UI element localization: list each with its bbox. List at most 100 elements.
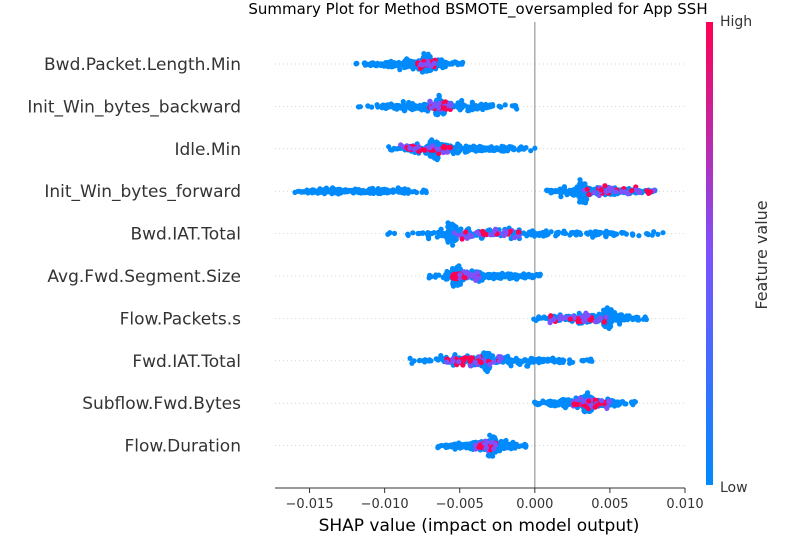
- shap-point: [636, 233, 642, 239]
- shap-point: [548, 313, 554, 319]
- shap-point: [355, 104, 362, 110]
- shap-point: [397, 67, 403, 73]
- shap-point: [404, 56, 410, 62]
- feature-label: Init_Win_bytes_backward: [27, 97, 241, 117]
- shap-point: [513, 357, 520, 363]
- shap-point: [543, 228, 549, 234]
- shap-point: [467, 232, 473, 238]
- shap-point: [583, 310, 589, 316]
- shap-point: [458, 226, 464, 232]
- shap-point: [455, 232, 462, 238]
- shap-point: [565, 399, 572, 406]
- feature-label: Idle.Min: [174, 140, 241, 160]
- shap-point: [598, 187, 604, 193]
- shap-point: [309, 188, 315, 194]
- colorbar-low-label: Low: [720, 480, 748, 496]
- shap-point: [603, 233, 609, 239]
- feature-gridlines: [275, 63, 685, 447]
- shap-point: [457, 107, 463, 113]
- shap-point: [425, 234, 432, 240]
- shap-point: [629, 188, 635, 194]
- shap-point: [391, 230, 398, 236]
- shap-point: [436, 101, 442, 107]
- shap-point: [528, 148, 534, 154]
- shap-point: [387, 230, 393, 236]
- feature-points: [292, 177, 658, 206]
- shap-point: [404, 63, 410, 69]
- shap-point: [630, 231, 636, 237]
- shap-point: [349, 187, 355, 193]
- shap-point: [511, 235, 518, 241]
- shap-point: [383, 61, 389, 67]
- shap-point: [466, 104, 472, 110]
- colorbar-high-label: High: [720, 14, 752, 30]
- shap-point: [441, 110, 447, 116]
- shap-point: [602, 323, 608, 330]
- shap-point: [560, 397, 566, 403]
- shap-point: [436, 272, 442, 278]
- shap-point: [588, 356, 594, 362]
- shap-point: [582, 403, 588, 409]
- shap-point: [482, 353, 488, 359]
- shap-point: [621, 230, 627, 236]
- shap-point: [649, 232, 655, 238]
- shap-point: [525, 273, 531, 279]
- shap-point: [578, 182, 585, 188]
- shap-point: [444, 359, 450, 365]
- x-tick-label: −0.010: [361, 497, 409, 512]
- shap-point: [516, 229, 522, 235]
- shap-point: [540, 358, 546, 365]
- feature-label: Fwd.IAT.Total: [132, 352, 241, 372]
- shap-point: [502, 231, 509, 237]
- shap-point: [594, 402, 601, 408]
- shap-point: [459, 236, 465, 242]
- shap-point: [584, 186, 590, 192]
- shap-point: [537, 273, 543, 279]
- feature-points: [385, 220, 666, 248]
- shap-point: [379, 189, 385, 195]
- shap-point: [433, 356, 439, 362]
- shap-point: [527, 229, 533, 235]
- feature-label: Bwd.IAT.Total: [130, 225, 241, 245]
- shap-point: [491, 146, 498, 152]
- shap-point: [415, 105, 421, 111]
- shap-point: [587, 229, 594, 235]
- shap-point: [591, 189, 597, 196]
- shap-point: [642, 315, 649, 321]
- shap-point: [407, 145, 413, 151]
- shap-point: [441, 105, 447, 111]
- shap-point: [599, 398, 605, 404]
- shap-point: [510, 146, 516, 152]
- shap-point: [534, 401, 541, 407]
- feature-points: [426, 263, 543, 289]
- shap-point: [615, 400, 621, 406]
- shap-point: [421, 105, 427, 111]
- shap-point: [471, 143, 477, 149]
- shap-point: [561, 315, 567, 321]
- shap-point: [400, 99, 406, 105]
- shap-point: [611, 403, 618, 409]
- shap-point: [575, 401, 581, 407]
- shap-point: [450, 242, 456, 248]
- shap-point: [410, 230, 416, 236]
- shap-point: [453, 443, 459, 449]
- shap-point: [504, 146, 510, 152]
- shap-point: [469, 355, 475, 361]
- shap-point: [547, 320, 553, 326]
- shap-point: [575, 318, 581, 325]
- shap-point: [470, 272, 476, 278]
- shap-point: [516, 443, 522, 449]
- shap-point: [655, 231, 661, 237]
- shap-point: [623, 315, 629, 321]
- shap-point: [435, 61, 441, 67]
- shap-point: [539, 400, 545, 406]
- shap-point: [383, 189, 389, 196]
- feature-label: Avg.Fwd.Segment.Size: [47, 267, 241, 287]
- shap-point: [427, 98, 433, 104]
- shap-point: [494, 272, 500, 278]
- x-tick-label: 0.010: [666, 497, 703, 512]
- shap-point: [474, 106, 480, 112]
- shap-point: [501, 445, 507, 452]
- shap-point: [579, 195, 585, 201]
- shap-point: [524, 363, 530, 369]
